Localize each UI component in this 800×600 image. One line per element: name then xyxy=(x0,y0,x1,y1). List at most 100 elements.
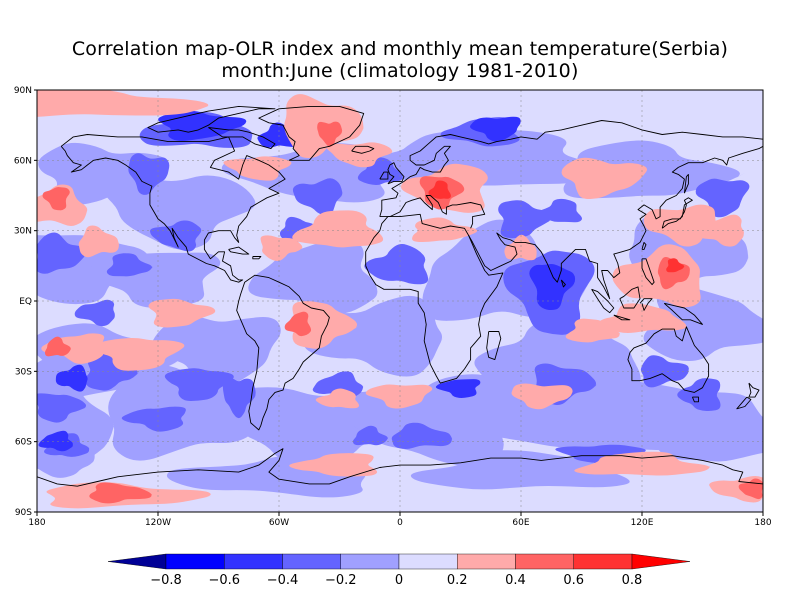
correlation-patch xyxy=(164,368,234,402)
correlation-patch xyxy=(292,178,343,216)
correlation-patch xyxy=(391,422,453,449)
correlation-patch xyxy=(37,393,88,423)
lat-tick-label: 90N xyxy=(14,86,32,96)
correlation-patch xyxy=(92,337,185,371)
correlation-patch xyxy=(260,235,304,261)
correlation-patch xyxy=(89,482,153,504)
map-title: Correlation map-OLR index and monthly me… xyxy=(0,38,800,82)
correlation-patch xyxy=(561,157,648,200)
colorbar-label: 0.4 xyxy=(505,573,526,588)
colorbar-label: 0.2 xyxy=(447,573,468,588)
correlation-patch xyxy=(677,378,721,412)
colorbar-segment xyxy=(398,553,458,570)
correlation-patch xyxy=(108,364,269,461)
correlation-patch xyxy=(37,90,213,117)
axis-ticks xyxy=(34,89,764,516)
colorbar-upper-triangle xyxy=(631,553,691,570)
colorbar-segment xyxy=(224,553,283,570)
correlation-patch xyxy=(455,378,722,451)
coastline xyxy=(683,173,689,194)
coastline xyxy=(486,331,502,361)
correlation-patch xyxy=(695,178,750,218)
correlation-patch xyxy=(106,253,154,277)
coastline xyxy=(379,195,486,229)
correlation-patch xyxy=(657,392,763,462)
correlation-patch xyxy=(74,299,115,327)
coastline xyxy=(613,314,631,321)
colorbar-label: −0.6 xyxy=(208,573,240,588)
correlation-patch xyxy=(428,180,451,199)
coastline xyxy=(691,396,699,403)
correlation-patch xyxy=(612,244,701,308)
correlation-patch xyxy=(410,450,630,490)
correlation-patch xyxy=(529,264,576,311)
lat-tick-label: 30N xyxy=(14,227,32,237)
correlation-field xyxy=(37,90,763,509)
coastline xyxy=(60,134,286,283)
lat-tick-label: 60N xyxy=(14,156,32,166)
coastline xyxy=(379,120,763,217)
correlation-patch xyxy=(292,301,360,349)
correlation-patch xyxy=(365,384,433,409)
title-line-2: month:June (climatology 1981-2010) xyxy=(221,60,579,82)
correlation-patch xyxy=(511,383,573,410)
colorbar-label: −0.4 xyxy=(267,573,299,588)
coastline xyxy=(619,286,641,309)
colorbar-lower-triangle xyxy=(107,553,167,570)
correlation-patch xyxy=(470,116,521,142)
coastline xyxy=(641,241,647,250)
correlation-patch xyxy=(148,298,218,328)
coastline xyxy=(37,448,763,487)
correlation-patch xyxy=(289,453,378,477)
colorbar-label: −0.2 xyxy=(325,573,357,588)
lon-tick-label: 180 xyxy=(28,518,45,528)
correlation-patch xyxy=(38,430,73,452)
correlation-patch xyxy=(292,210,384,248)
coastline xyxy=(365,213,504,384)
correlation-patch xyxy=(222,377,257,419)
coastline xyxy=(252,256,262,260)
correlation-patch xyxy=(435,379,481,399)
coastline xyxy=(468,145,763,300)
colorbar-segment xyxy=(340,553,400,570)
correlation-patch xyxy=(284,311,312,337)
coastline xyxy=(641,258,655,286)
coastline xyxy=(236,274,330,431)
colorbar-segment xyxy=(165,553,225,570)
coastline xyxy=(661,197,693,229)
lon-tick-label: 180 xyxy=(754,518,771,528)
coastline xyxy=(147,105,276,133)
lat-tick-label: 90S xyxy=(15,508,32,518)
lat-tick-label: 30S xyxy=(15,367,32,377)
correlation-patch xyxy=(640,355,689,388)
coastline xyxy=(627,326,710,393)
correlation-patch xyxy=(128,153,170,195)
correlation-patch xyxy=(326,142,393,168)
map-panel xyxy=(36,89,764,513)
lon-tick-label: 120E xyxy=(631,518,654,528)
coastline xyxy=(591,288,615,314)
correlation-patch xyxy=(574,451,711,476)
correlation-patch xyxy=(598,303,687,333)
coastline xyxy=(560,279,566,288)
correlation-patch xyxy=(498,200,554,239)
correlation-patch xyxy=(78,225,120,258)
colorbar-label: 0.6 xyxy=(563,573,584,588)
colorbar-segment xyxy=(515,553,574,570)
colorbar-segment xyxy=(573,553,633,570)
lon-tick-label: 60E xyxy=(512,518,529,528)
longitude-labels: 180 120W 60W 0 60E 120E 180 xyxy=(28,518,771,528)
colorbar-label: −0.8 xyxy=(150,573,182,588)
colorbar-label: 0 xyxy=(395,573,403,588)
correlation-patch xyxy=(412,217,480,243)
coastlines xyxy=(37,105,763,487)
coastline xyxy=(663,302,703,325)
coastline xyxy=(258,105,365,161)
colorbar-segment xyxy=(457,553,516,570)
correlation-patch xyxy=(312,371,364,398)
coastline xyxy=(228,246,250,255)
correlation-patch xyxy=(364,243,429,285)
lat-tick-label: 60S xyxy=(15,438,32,448)
title-line-1: Correlation map-OLR index and monthly me… xyxy=(71,38,729,60)
coastline xyxy=(639,298,653,311)
